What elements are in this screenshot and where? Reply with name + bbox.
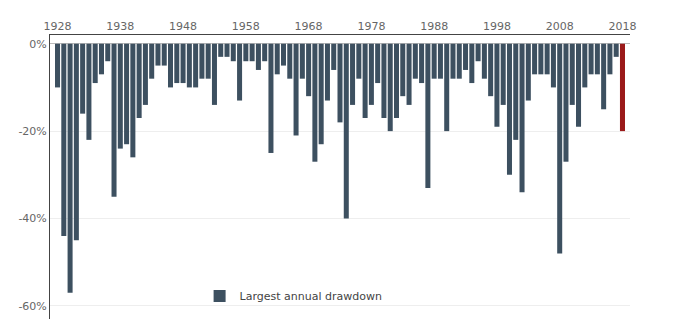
svg-text:1998: 1998 — [483, 20, 511, 33]
svg-text:2018: 2018 — [608, 20, 636, 33]
svg-text:2008: 2008 — [546, 20, 574, 33]
svg-text:1968: 1968 — [295, 20, 323, 33]
svg-text:1928: 1928 — [44, 20, 72, 33]
svg-text:-20%: -20% — [18, 125, 46, 138]
svg-text:1948: 1948 — [169, 20, 197, 33]
svg-text:1978: 1978 — [357, 20, 385, 33]
svg-text:0%: 0% — [29, 38, 46, 51]
svg-text:Largest annual drawdown: Largest annual drawdown — [240, 290, 382, 303]
svg-text:-60%: -60% — [18, 300, 46, 313]
svg-text:1938: 1938 — [106, 20, 134, 33]
svg-text:1958: 1958 — [232, 20, 260, 33]
svg-text:1988: 1988 — [420, 20, 448, 33]
svg-text:-40%: -40% — [18, 212, 46, 225]
